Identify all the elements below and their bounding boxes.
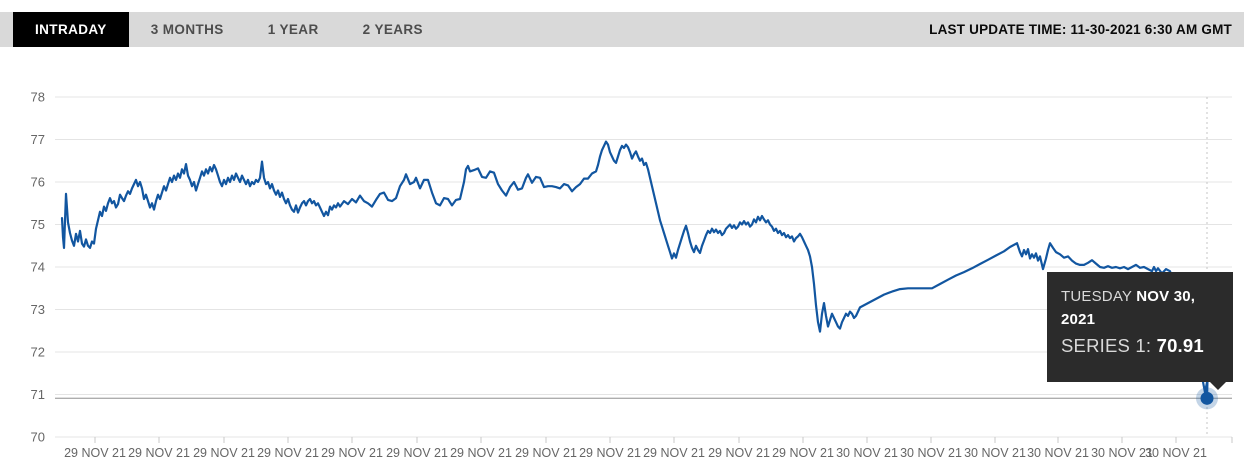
series-line [60, 140, 1209, 400]
tooltip-pointer [1209, 381, 1227, 390]
tooltip-series-value: SERIES 1: 70.91 [1061, 335, 1204, 356]
x-axis-label: 29 NOV 21 [64, 446, 126, 460]
chart-tooltip: TUESDAY NOV 30, 2021 SERIES 1: 70.91 [1047, 272, 1233, 390]
time-range-toolbar: INTRADAY 3 MONTHS 1 YEAR 2 YEARS LAST UP… [0, 12, 1244, 47]
x-axis-label: 29 NOV 21 [643, 446, 705, 460]
y-axis-label: 76 [31, 175, 45, 190]
x-axis-label: 29 NOV 21 [515, 446, 577, 460]
data-point-marker[interactable] [1200, 391, 1214, 405]
y-axis-label: 72 [31, 345, 45, 360]
tab-2-years[interactable]: 2 YEARS [362, 22, 423, 37]
tab-1-year[interactable]: 1 YEAR [267, 22, 319, 37]
last-update-time: LAST UPDATE TIME: 11-30-2021 6:30 AM GMT [929, 12, 1244, 47]
x-axis-label: 29 NOV 21 [257, 446, 319, 460]
x-axis-label: 30 NOV 21 [836, 446, 898, 460]
x-axis-label: 29 NOV 21 [772, 446, 834, 460]
x-axis-label: 29 NOV 21 [386, 446, 448, 460]
y-axis-label: 73 [31, 302, 45, 317]
x-axis-label: 29 NOV 21 [193, 446, 255, 460]
x-axis-label: 29 NOV 21 [579, 446, 641, 460]
y-axis-label: 75 [31, 217, 45, 232]
y-axis-label: 70 [31, 430, 45, 445]
tab-intraday[interactable]: INTRADAY [13, 12, 129, 47]
x-axis-label: 30 NOV 21 [1091, 446, 1153, 460]
y-axis-label: 77 [31, 132, 45, 147]
y-axis-label: 74 [31, 260, 45, 275]
last-update-value: 11-30-2021 6:30 AM GMT [1070, 22, 1232, 37]
x-axis-label: 29 NOV 21 [128, 446, 190, 460]
x-axis-label: 30 NOV 21 [1027, 446, 1089, 460]
tab-3-months[interactable]: 3 MONTHS [150, 22, 224, 37]
y-axis-label: 78 [31, 90, 45, 105]
x-axis-label: 30 NOV 21 [900, 446, 962, 460]
x-axis-label: 30 NOV 21 [964, 446, 1026, 460]
y-axis-label: 71 [31, 387, 45, 402]
x-axis-label: 29 NOV 21 [708, 446, 770, 460]
time-range-tabs: INTRADAY 3 MONTHS 1 YEAR 2 YEARS [0, 12, 445, 47]
tooltip-date: TUESDAY NOV 30, 2021 [1061, 288, 1196, 328]
last-update-label: LAST UPDATE TIME: [929, 22, 1067, 37]
x-axis-label: 29 NOV 21 [450, 446, 512, 460]
x-axis-label: 30 NOV 21 [1145, 446, 1207, 460]
x-axis-label: 29 NOV 21 [321, 446, 383, 460]
